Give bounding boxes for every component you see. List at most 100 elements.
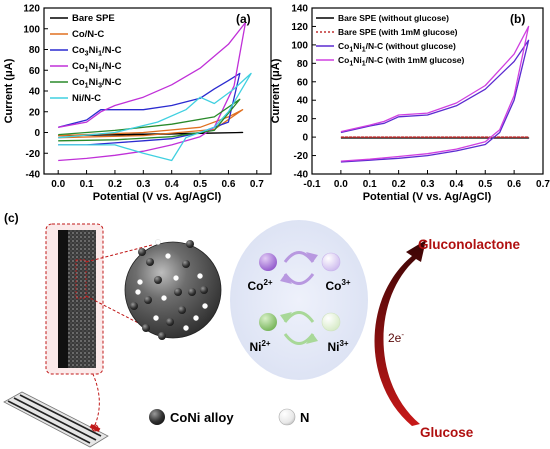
conic-alloy-particle <box>146 258 154 266</box>
panel-b-ticks: -0.1 0.0 0.1 0.2 0.3 0.4 0.5 0.6 0.7 -40 -20 0 20 40 6… <box>291 4 550 191</box>
x-tick-label: 0.4 <box>165 179 179 190</box>
x-tick-label: 0.1 <box>80 179 94 190</box>
x-tick-label: 0.6 <box>507 179 521 190</box>
panel-c-label: (c) <box>4 211 19 225</box>
legend-label-bare-spe: Bare SPE <box>72 13 115 24</box>
series-line-co1ni1-n-c-with-1mm-glucose <box>340 25 530 162</box>
x-tick-label: 0.2 <box>392 179 406 190</box>
nitrogen-legend-label: N <box>300 410 309 425</box>
nitrogen-atom <box>165 253 171 259</box>
series-line-co3ni1-n-c <box>58 72 241 146</box>
ni3-ion-sphere <box>321 312 341 332</box>
legend-label-co1ni1-n-c: Co1Ni1/N-C <box>72 61 122 74</box>
ni2-ion-sphere <box>259 313 277 331</box>
nitrogen-atom <box>193 315 199 321</box>
x-tick-label: 0.3 <box>421 179 435 190</box>
panel-b-chart: -0.1 0.0 0.1 0.2 0.3 0.4 0.5 0.6 0.7 -40 -20 0 20 40 6… <box>270 4 550 204</box>
x-tick-label: 0.4 <box>449 179 463 190</box>
y-tick-label: 120 <box>291 22 308 33</box>
x-tick-label: 0.1 <box>363 179 377 190</box>
y-tick-label: 60 <box>29 66 41 77</box>
panel-b-x-axis-label: Potential (V vs. Ag/AgCl) <box>363 191 492 203</box>
y-tick-label: 40 <box>29 87 41 98</box>
conic-alloy-particle <box>174 288 182 296</box>
conic-alloy-particle <box>186 240 194 248</box>
nitrogen-atom <box>153 315 159 321</box>
legend-label-bare-spe-with-1mm-glucose: Bare SPE (with 1mM glucose) <box>338 27 458 37</box>
y-tick-label: 120 <box>23 4 40 15</box>
panel-a-legend: Bare SPE Co/N-C Co3Ni1/N-C Co1Ni1/N-C Co1Ni3… <box>50 13 122 104</box>
y-tick-label: 20 <box>29 107 41 118</box>
x-tick-label: -0.1 <box>303 179 321 190</box>
x-tick-label: 0.2 <box>108 179 122 190</box>
co3-ion-sphere <box>321 252 341 272</box>
reactant-glucose: Glucose <box>420 425 474 440</box>
screen-printed-electrode <box>3 391 109 448</box>
panel-b-series <box>340 25 530 163</box>
nitrogen-atom <box>137 279 143 285</box>
panel-a-ticks: 0.0 0.1 0.2 0.3 0.4 0.5 0.6 0.7 -40 -20 0 20 40 60 80 1… <box>23 4 264 191</box>
ni2-ion-label: Ni2+ <box>249 339 270 354</box>
conic-alloy-particle <box>182 260 190 268</box>
legend-label-co1ni1-n-c-without-glucose: Co1Ni1/N-C (without glucose) <box>338 41 456 54</box>
ni3-ion-label: Ni3+ <box>327 339 348 354</box>
nitrogen-atom <box>161 295 167 301</box>
nitrogen-legend-swatch <box>278 408 296 426</box>
legend-label-bare-spe-without-glucose: Bare SPE (without glucose) <box>338 13 449 23</box>
oxidation-arrow: Gluconolactone Glucose 2e- <box>374 237 521 440</box>
co2-ion-label: Co2+ <box>247 278 272 293</box>
nitrogen-atom <box>135 289 141 295</box>
conic-alloy-legend-label: CoNi alloy <box>170 410 234 425</box>
conic-alloy-particle <box>200 286 208 294</box>
particle-legend: CoNi alloy N <box>149 408 309 426</box>
y-tick-label: 20 <box>297 114 309 125</box>
nitrogen-atom <box>197 273 203 279</box>
y-tick-label: 140 <box>291 4 308 15</box>
nitrogen-atom <box>202 303 208 309</box>
electron-transfer-label: 2e- <box>388 330 404 345</box>
y-tick-label: -40 <box>294 170 309 181</box>
conic-alloy-particle <box>158 332 166 340</box>
x-tick-label: 0.3 <box>136 179 150 190</box>
conic-alloy-particle <box>166 318 174 326</box>
y-tick-label: 100 <box>23 24 40 35</box>
y-tick-label: 80 <box>29 45 41 56</box>
x-tick-label: 0.5 <box>193 179 207 190</box>
y-tick-label: -20 <box>26 149 41 160</box>
conic-alloy-particle <box>144 296 152 304</box>
series-line-co1ni1-n-c <box>58 21 247 162</box>
panel-a-label: (a) <box>236 12 251 26</box>
legend-label-co1ni3-n-c: Co1Ni3/N-C <box>72 77 122 90</box>
panel-a-series <box>58 21 252 162</box>
nitrogen-atom <box>173 275 179 281</box>
x-tick-label: 0.7 <box>536 179 550 190</box>
legend-label-co3ni1-n-c: Co3Ni1/N-C <box>72 45 122 58</box>
conic-alloy-particle <box>138 248 146 256</box>
y-tick-label: -40 <box>26 170 41 181</box>
conic-alloy-particle <box>130 302 138 310</box>
x-tick-label: 0.7 <box>250 179 264 190</box>
series-line-co1ni1-n-c-without-glucose <box>340 39 530 163</box>
conic-alloy-particle <box>154 276 162 284</box>
conic-catalyst-particle <box>124 239 222 340</box>
conic-alloy-particle <box>142 324 150 332</box>
series-line-co-n-c <box>58 109 244 139</box>
y-tick-label: 0 <box>34 128 40 139</box>
y-tick-label: 40 <box>297 96 309 107</box>
y-tick-label: 100 <box>291 40 308 51</box>
nitrogen-atom <box>183 325 189 331</box>
conic-alloy-particle <box>188 288 196 296</box>
nitrogen-atom <box>155 239 161 245</box>
panel-a-y-axis-label: Current (μA) <box>3 58 15 123</box>
conic-alloy-legend-swatch <box>149 409 165 425</box>
x-tick-label: 0.0 <box>334 179 348 190</box>
panel-c-schematic: (c) <box>3 211 521 448</box>
series-line-bare-spe <box>58 131 244 137</box>
y-tick-label: 60 <box>297 77 309 88</box>
y-tick-label: -20 <box>294 151 309 162</box>
legend-label-co1ni1-n-c-with-1mm-glucose: Co1Ni1/N-C (with 1mM glucose) <box>338 55 465 68</box>
ni-cycle-arrows <box>280 311 318 345</box>
conic-alloy-particle <box>178 306 186 314</box>
x-tick-label: 0.5 <box>478 179 492 190</box>
